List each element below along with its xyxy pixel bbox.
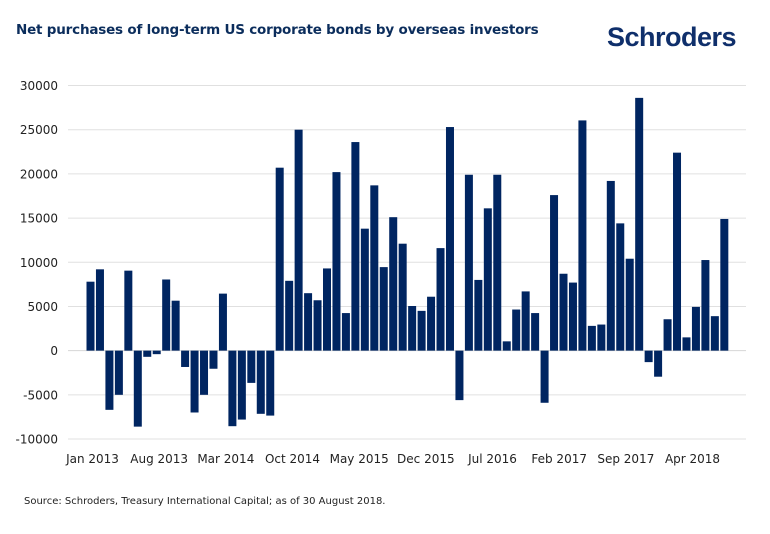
bar <box>209 350 218 369</box>
bar <box>559 273 568 351</box>
bar <box>218 293 227 351</box>
bar <box>266 350 275 416</box>
bar <box>332 172 341 351</box>
bar <box>635 97 644 351</box>
bar <box>427 296 436 351</box>
bar <box>133 350 142 427</box>
bar <box>568 282 577 351</box>
bar <box>95 269 104 351</box>
bar <box>502 341 511 351</box>
x-tick-label: Oct 2014 <box>265 452 320 466</box>
bar <box>143 350 152 357</box>
bar <box>152 350 161 355</box>
y-tick-label: 25000 <box>20 123 58 137</box>
x-tick-label: Apr 2018 <box>665 452 720 466</box>
bar <box>436 248 445 351</box>
bar <box>237 350 246 420</box>
bar <box>483 208 492 351</box>
bar <box>417 310 426 351</box>
chart-title: Net purchases of long-term US corporate … <box>16 22 539 38</box>
bar <box>351 142 360 351</box>
bar <box>625 258 634 351</box>
bar <box>720 218 729 351</box>
bar <box>379 267 388 351</box>
bar <box>247 350 256 383</box>
bar <box>445 127 454 351</box>
x-tick-label: Jul 2016 <box>467 452 517 466</box>
bar <box>313 300 322 351</box>
bar <box>341 313 350 351</box>
bar <box>275 167 284 351</box>
bar <box>323 268 331 351</box>
bar <box>398 243 407 351</box>
x-tick-label: May 2015 <box>330 452 389 466</box>
bar <box>124 270 133 351</box>
bar <box>190 350 199 413</box>
bar <box>285 280 294 351</box>
bar <box>550 195 559 351</box>
bars <box>86 97 729 427</box>
bar <box>512 309 521 351</box>
bar <box>304 293 313 351</box>
y-tick-label: 20000 <box>20 167 58 181</box>
y-tick-label: 5000 <box>27 300 58 314</box>
bar <box>181 350 190 367</box>
y-tick-label: -5000 <box>23 388 58 402</box>
bar <box>673 152 682 351</box>
bar <box>691 306 700 351</box>
y-tick-label: 10000 <box>20 256 58 270</box>
bar <box>597 324 606 351</box>
gridlines <box>68 85 746 440</box>
bar <box>521 291 530 351</box>
bar <box>228 350 237 427</box>
y-tick-label: 30000 <box>20 79 58 93</box>
x-tick-label: Mar 2014 <box>197 452 254 466</box>
bar <box>578 120 587 351</box>
schroders-logo: Schroders <box>607 22 737 52</box>
x-tick-label: Sep 2017 <box>597 452 654 466</box>
bar <box>682 337 691 351</box>
y-axis-ticks: 30000 25000 20000 15000 10000 5000 0 -5000 -1000… <box>15 79 58 447</box>
bar <box>162 279 171 351</box>
y-tick-label: 15000 <box>20 212 58 226</box>
bar <box>464 174 473 351</box>
bar <box>360 228 369 351</box>
x-tick-label: Aug 2013 <box>130 452 188 466</box>
y-tick-label: -10000 <box>15 433 58 447</box>
bar <box>370 185 379 351</box>
bar <box>171 300 180 351</box>
bar <box>105 350 114 410</box>
bar <box>616 223 625 351</box>
bar <box>408 306 417 351</box>
bar <box>701 260 710 351</box>
bar <box>455 350 464 401</box>
bar <box>644 350 653 363</box>
x-axis-ticks: Jan 2013 Aug 2013 Mar 2014 Oct 2014 May 2015… <box>65 452 720 466</box>
bar <box>389 217 398 351</box>
bar <box>200 350 209 395</box>
bar <box>587 325 596 351</box>
bar <box>474 279 483 351</box>
bar <box>531 313 540 351</box>
x-tick-label: Dec 2015 <box>397 452 455 466</box>
y-tick-label: 0 <box>50 344 58 358</box>
bar <box>540 350 549 403</box>
bar <box>654 350 663 377</box>
source-note: Source: Schroders, Treasury Internationa… <box>24 496 386 507</box>
bar <box>493 174 502 351</box>
bar <box>86 281 95 351</box>
bar <box>114 350 123 395</box>
bar <box>710 316 719 351</box>
bar <box>606 180 615 351</box>
x-tick-label: Feb 2017 <box>531 452 587 466</box>
bar <box>663 319 672 351</box>
x-tick-label: Jan 2013 <box>65 452 119 466</box>
bar <box>294 129 303 351</box>
bar <box>256 350 265 414</box>
